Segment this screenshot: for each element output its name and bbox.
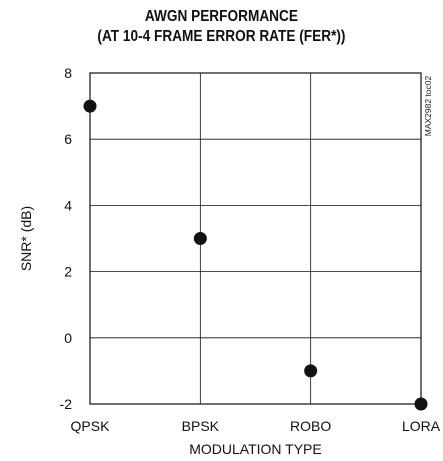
- y-tick-labels: -2 0 2 4 6 8: [60, 65, 73, 412]
- x-tick-labels: QPSK BPSK ROBO LORA: [71, 418, 441, 434]
- x-tick-label: ROBO: [290, 418, 331, 434]
- y-tick-label: -2: [60, 396, 73, 412]
- figure-annotation: MAX2982 toc02: [423, 75, 433, 136]
- plot-frame: [89, 72, 422, 405]
- x-axis-label: MODULATION TYPE: [189, 441, 322, 457]
- data-point-bpsk: [193, 232, 207, 245]
- grid-lines: [90, 73, 421, 404]
- y-tick-label: 0: [64, 330, 72, 346]
- chart-title-line-2: (AT 10-4 FRAME ERROR RATE (FER*)): [97, 28, 346, 45]
- x-tick-label: BPSK: [182, 418, 220, 434]
- data-points: [83, 99, 428, 411]
- x-tick-label: QPSK: [71, 418, 111, 434]
- data-point-lora: [414, 397, 428, 411]
- data-point-robo: [304, 364, 318, 378]
- y-tick-label: 8: [64, 65, 72, 81]
- y-tick-label: 4: [64, 197, 72, 213]
- y-tick-label: 2: [64, 264, 72, 280]
- chart-title-line-1: AWGN PERFORMANCE: [144, 8, 298, 25]
- x-tick-label: LORA: [402, 418, 441, 434]
- data-point-qpsk: [83, 99, 97, 113]
- y-axis-label: SNR* (dB): [18, 206, 34, 271]
- y-tick-label: 6: [64, 131, 72, 147]
